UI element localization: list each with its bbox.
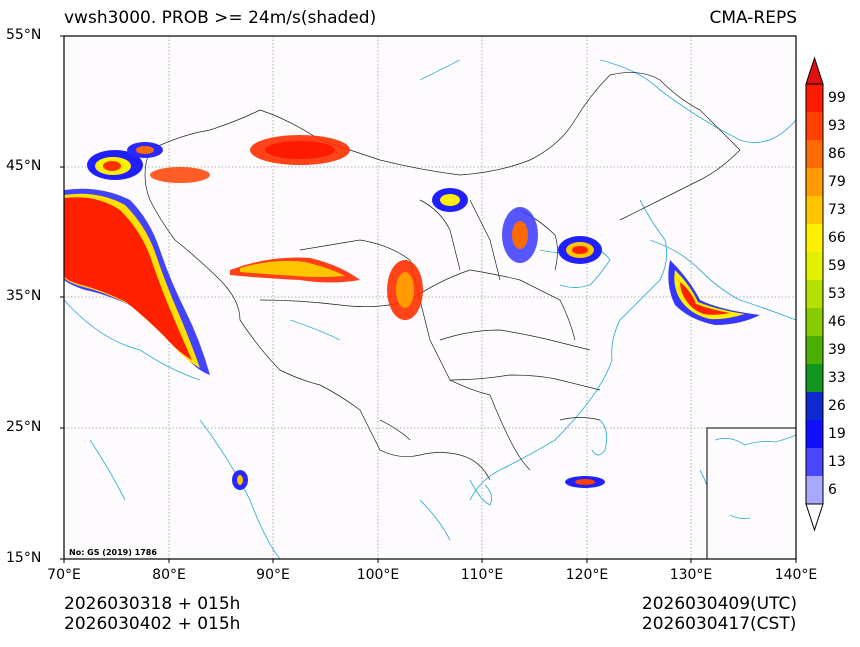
- lon-label-90e: 90°E: [256, 567, 290, 583]
- lon-label-140e: 140°E: [774, 567, 818, 583]
- colorbar-segment: [806, 280, 823, 309]
- colorbar-segment: [806, 448, 823, 477]
- colorbar-over-arrow: [805, 56, 824, 85]
- colorbar-segment: [806, 224, 823, 253]
- colorbar-segment: [806, 336, 823, 365]
- colorbar-label: 73: [828, 202, 846, 218]
- colorbar-label: 86: [828, 146, 846, 162]
- colorbar-label: 99: [828, 90, 846, 106]
- colorbar-label: 93: [828, 118, 846, 134]
- colorbar-segment: [806, 308, 823, 337]
- lon-label-70e: 70°E: [47, 567, 81, 583]
- colorbar-label: 79: [828, 174, 846, 190]
- colorbar-label: 46: [828, 314, 846, 330]
- model-source: CMA-REPS: [709, 8, 797, 28]
- colorbar-label: 13: [828, 454, 846, 470]
- init-time-utc: 2026030318 + 015h: [64, 594, 241, 614]
- lat-label-55n: 55°N: [6, 27, 42, 43]
- colorbar-segment: [806, 252, 823, 281]
- coastlines: [64, 59, 796, 559]
- colorbar-label: 66: [828, 230, 846, 246]
- south-sea-inset: [706, 427, 797, 560]
- probability-shading: [64, 135, 760, 490]
- map-title: vwsh3000. PROB >= 24m/s(shaded): [64, 8, 377, 28]
- lon-label-100e: 100°E: [356, 567, 400, 583]
- lat-label-25n: 25°N: [6, 419, 42, 435]
- colorbar-segment: [806, 392, 823, 421]
- colorbar-segment: [806, 364, 823, 393]
- colorbar-segment: [806, 112, 823, 141]
- lon-label-110e: 110°E: [460, 567, 504, 583]
- valid-time-utc: 2026030409(UTC): [641, 594, 797, 614]
- colorbar: [805, 56, 824, 532]
- lon-label-120e: 120°E: [565, 567, 609, 583]
- colorbar-segment: [806, 476, 823, 505]
- colorbar-under-arrow: [805, 503, 824, 532]
- colorbar-label: 59: [828, 258, 846, 274]
- colorbar-segment: [806, 140, 823, 169]
- map-approval-number: No: GS (2019) 1786: [69, 548, 157, 557]
- colorbar-segment: [806, 196, 823, 225]
- colorbar-label: 53: [828, 286, 846, 302]
- colorbar-label: 26: [828, 398, 846, 414]
- colorbar-segment: [806, 168, 823, 197]
- colorbar-label: 33: [828, 370, 846, 386]
- colorbar-segment: [806, 420, 823, 449]
- colorbar-segment: [806, 84, 823, 113]
- inset-coastline: [714, 434, 797, 519]
- lat-label-15n: 15°N: [6, 550, 42, 566]
- axis-ticks: [60, 35, 797, 563]
- lon-label-80e: 80°E: [152, 567, 186, 583]
- lat-label-45n: 45°N: [6, 158, 42, 174]
- lon-label-130e: 130°E: [669, 567, 713, 583]
- valid-time-block: 2026030409(UTC) 2026030417(CST): [642, 594, 797, 634]
- colorbar-frame: [805, 83, 824, 505]
- init-time-block: 2026030318 + 015h 2026030402 + 015h: [64, 594, 240, 634]
- colorbar-label: 19: [828, 426, 846, 442]
- colorbar-label: 39: [828, 342, 846, 358]
- valid-time-cst: 2026030417(CST): [641, 614, 797, 634]
- colorbar-label: 6: [828, 482, 837, 498]
- init-time-cst: 2026030402 + 015h: [64, 614, 241, 634]
- lat-label-35n: 35°N: [6, 288, 42, 304]
